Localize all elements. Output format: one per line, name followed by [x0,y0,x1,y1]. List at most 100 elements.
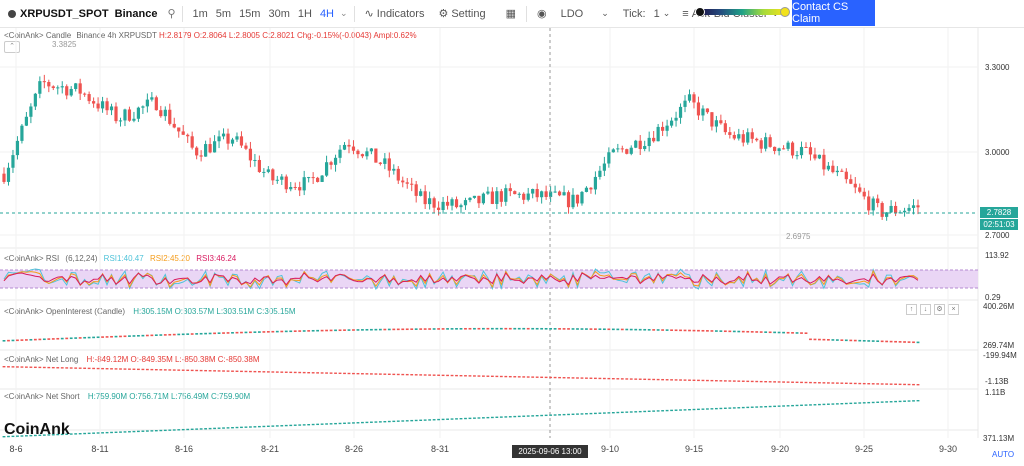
tick-select[interactable]: Tick: 1 ⌄ [619,0,674,28]
gradient-handle-left[interactable] [695,7,705,17]
contact-cs-claim-button[interactable]: Contact CS Claim [792,0,875,26]
interval-4h[interactable]: 4H [319,7,334,20]
interval-30m[interactable]: 30m [268,7,290,20]
oi-candle [266,331,270,333]
setting-button[interactable]: ⚙ Setting [434,0,489,28]
net-long-bar [822,382,826,384]
chevron-down-icon[interactable]: ⌄ [340,8,348,18]
oi-candle [217,332,221,334]
candle-body [522,193,526,200]
oi-candle [240,331,243,334]
candle-body [481,193,486,204]
chart-canvas[interactable]: 8-6 8-11 8-16 8-21 8-26 8-31 9-10 9-15 9-20 9-25 9… [0,28,1024,466]
candle-body [853,183,857,188]
net-short-bar [782,405,785,407]
interval-15m[interactable]: 15m [239,7,261,20]
eye-button[interactable]: ◉ [533,0,551,28]
x-tick-label: 8-26 [345,444,363,454]
candle-body [333,157,338,165]
oi-candle [670,329,673,331]
interval-5m[interactable]: 5m [215,7,232,20]
gradient-handle-right[interactable] [780,7,790,17]
rsi-axis-bottom: 0.29 [985,293,1001,302]
oi-candle [181,333,185,336]
candle-body [580,191,584,204]
net-long-bar [750,380,754,383]
oi-candle [786,331,790,334]
net-short-bar [795,404,799,407]
oi-candle [105,336,109,338]
oi-candle [880,340,884,343]
net-long-bar [782,381,785,383]
gradient-scale[interactable] [699,9,785,15]
gear-icon: ⚙ [438,8,449,20]
cluster-icon: ≡ [682,7,689,20]
net-short-bar [199,428,203,430]
oi-candle [186,333,190,335]
net-long-bar [894,383,897,385]
ldo-select[interactable]: LDO ⌄ [557,0,613,28]
oi-candle [302,330,306,332]
candle-body [316,177,320,182]
candle-body [396,168,400,181]
candle-body [907,207,911,211]
candle-body [96,103,100,109]
candle-body [311,177,315,179]
oi-candle [840,339,844,341]
candle-body [302,177,306,191]
net-short-bar [562,413,566,416]
net-short-bar [307,424,311,426]
candle-body [737,134,741,139]
candle-body [109,106,114,111]
net-short-bar [800,404,803,406]
net-short-bar [916,400,920,402]
net-short-bar [11,435,15,438]
candle-body [401,180,405,183]
interval-1m[interactable]: 1m [192,7,208,20]
symbol-icon [8,9,16,18]
candle-body [674,117,678,121]
oi-candle [567,328,570,330]
oi-candle [903,341,906,343]
candle-body [795,155,799,157]
net-short-bar [701,408,705,410]
oi-candle [576,328,579,330]
oi-candle [620,328,624,331]
net-long-bar [898,383,902,386]
net-long-bar [204,369,208,372]
candle-body [571,194,575,208]
oi-candle [65,337,69,340]
auto-scale-button[interactable]: AUTO [992,450,1015,459]
indicators-button[interactable]: ∿ Indicators [361,0,429,28]
net-long-bar [25,366,28,368]
move-down-icon[interactable]: ↓ [920,304,931,315]
oi-candle [831,339,835,341]
net-short-bar [401,420,405,422]
oi-candle [208,332,212,335]
net-long-bar [11,366,15,368]
interval-1h[interactable]: 1H [297,7,312,20]
candle-body [324,162,329,176]
net-long-bar [473,375,476,377]
search-icon[interactable]: ⚲ [167,8,176,20]
symbol-name[interactable]: XRPUSDT_SPOT [20,7,109,20]
move-up-icon[interactable]: ↑ [906,304,917,315]
net-long-bar [616,378,620,380]
net-long-bar [172,369,176,371]
settings-icon[interactable]: ⚙ [934,304,945,315]
oi-candle [329,329,333,332]
collapse-legend-button[interactable]: ⌃ [4,41,20,53]
oi-candle [813,338,817,341]
candle-body [611,149,615,153]
net-short-bar [240,426,243,429]
net-long-bar [7,366,10,368]
candle-body [204,144,208,157]
net-short-bar [585,413,588,415]
oi-candle [455,328,458,330]
legend-name: Candle [45,31,72,40]
layout-button[interactable]: ▦ [502,0,520,28]
oi-candle [383,328,387,331]
net-short-bar [768,405,772,408]
net-long-bar [280,371,284,373]
net-long-bar [450,374,454,377]
